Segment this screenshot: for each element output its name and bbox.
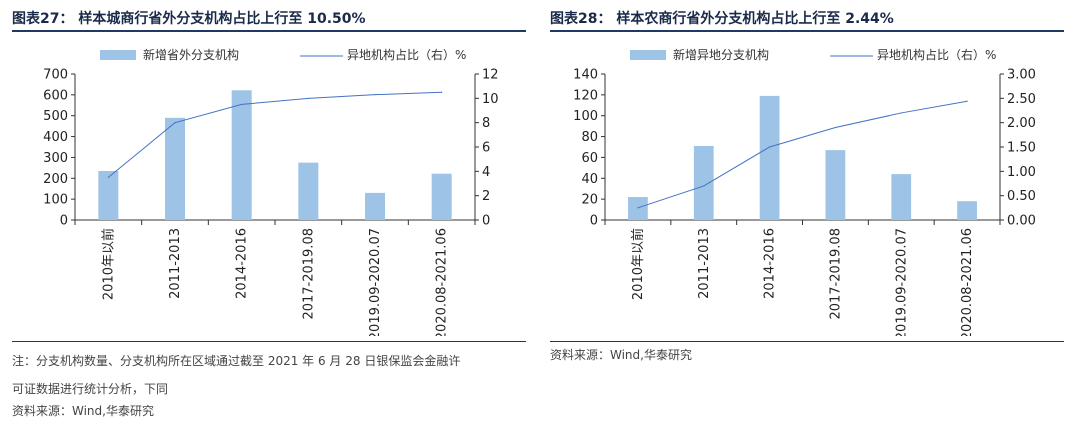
bar xyxy=(431,173,452,220)
y2-tick-label: 4 xyxy=(482,165,490,180)
chart-rural-bank: 新增异地分支机构 异地机构占比（右）% 0 20 40 60 80 100 120 140 0.00… xyxy=(573,47,1036,336)
title-divider xyxy=(12,30,526,32)
chart-panel-left: 图表27： 样本城商行省外分支机构占比上行至 10.50% 新增省外分支机构 异地… xyxy=(12,0,532,422)
line-point xyxy=(966,100,968,102)
bar xyxy=(957,201,977,220)
source-line: 资料来源：Wind,华泰研究 xyxy=(550,348,692,362)
bar xyxy=(165,117,185,220)
x-tick-label: 2014-2016 xyxy=(235,228,250,299)
bar xyxy=(693,145,714,220)
y-tick-label: 300 xyxy=(43,151,68,166)
y-tick-label: 120 xyxy=(573,88,598,103)
y2-tick-label: 1.00 xyxy=(1007,165,1036,180)
chart-panel-right: 图表28： 样本农商行省外分支机构占比上行至 2.44% 新增异地分支机构 异地机… xyxy=(550,0,1070,422)
y2-tick-label: 10 xyxy=(482,92,499,107)
bottom-divider xyxy=(550,341,1064,342)
line-point xyxy=(441,91,443,93)
legend-line-label: 异地机构占比（右）% xyxy=(877,47,996,62)
x-tick-label: 2020.08-2021.06 xyxy=(960,228,975,336)
bar xyxy=(759,95,780,220)
x-tick-label: 2011-2013 xyxy=(697,228,712,299)
line-point xyxy=(374,94,376,96)
y2-tick-label: 3.00 xyxy=(1007,68,1036,83)
source-line: 资料来源：Wind,华泰研究 xyxy=(12,404,154,418)
y-tick-label: 0 xyxy=(60,214,68,229)
x-tick-label: 2020.08-2021.06 xyxy=(435,228,450,336)
line-point xyxy=(307,97,309,99)
legend-bar-swatch xyxy=(630,50,666,60)
y2-tick-label: 8 xyxy=(482,116,490,131)
legend-bar-label: 新增省外分支机构 xyxy=(143,47,239,62)
y-tick-label: 60 xyxy=(581,151,598,166)
line-point xyxy=(174,122,176,124)
y-tick-label: 140 xyxy=(573,68,598,83)
y-tick-label: 20 xyxy=(581,193,598,208)
line-point xyxy=(703,185,705,187)
note-line-2: 可证数据进行统计分析，下同 xyxy=(12,382,169,396)
y2-tick-label: 2.50 xyxy=(1007,92,1036,107)
x-tick-label: 2010年以前 xyxy=(100,228,116,300)
bar xyxy=(231,90,252,220)
x-tick-label: 2017-2019.08 xyxy=(828,228,843,320)
y-tick-label: 200 xyxy=(43,172,68,187)
line-point xyxy=(834,126,837,129)
y2-tick-label: 0.50 xyxy=(1007,189,1036,204)
y-tick-label: 100 xyxy=(43,193,68,208)
line-point xyxy=(900,112,902,114)
bar xyxy=(628,197,648,220)
y-tick-label: 100 xyxy=(573,109,598,124)
x-tick-label: 2017-2019.08 xyxy=(301,228,316,320)
x-tick-label: 2019.09-2020.07 xyxy=(368,228,383,336)
x-tick-label: 2011-2013 xyxy=(168,228,183,299)
legend-line-label: 异地机构占比（右）% xyxy=(347,47,466,62)
x-tick-label: 2019.09-2020.07 xyxy=(894,228,909,336)
line-point xyxy=(768,146,771,148)
bar xyxy=(891,174,912,220)
x-tick-label: 2014-2016 xyxy=(763,228,778,299)
legend-bar-label: 新增异地分支机构 xyxy=(673,47,769,62)
chart-title: 图表28： 样本农商行省外分支机构占比上行至 2.44% xyxy=(550,11,894,27)
legend-bar-swatch xyxy=(100,50,136,60)
y-tick-label: 80 xyxy=(581,130,598,145)
y-tick-label: 400 xyxy=(43,130,68,145)
y2-tick-label: 2.00 xyxy=(1007,116,1036,131)
chart-title: 图表27： 样本城商行省外分支机构占比上行至 10.50% xyxy=(12,11,366,27)
line-point xyxy=(637,207,639,209)
y-tick-label: 700 xyxy=(43,68,68,83)
note-line-1: 注：分支机构数量、分支机构所在区域通过截至 2021 年 6 月 28 日银保监… xyxy=(12,354,461,368)
y2-tick-label: 0 xyxy=(482,214,490,229)
line-point xyxy=(107,176,109,179)
bottom-divider xyxy=(12,341,526,342)
y-tick-label: 40 xyxy=(581,172,598,187)
y2-tick-label: 0.00 xyxy=(1007,214,1036,229)
bar xyxy=(365,192,385,220)
y-tick-label: 500 xyxy=(43,109,68,124)
y2-tick-label: 12 xyxy=(482,68,499,83)
line-point xyxy=(241,103,243,106)
chart-city-bank: 新增省外分支机构 异地机构占比（右）%0100200300400500600700… xyxy=(43,47,499,336)
bar xyxy=(98,170,119,220)
series-line xyxy=(108,91,442,178)
x-tick-label: 2010年以前 xyxy=(630,228,646,300)
y2-tick-label: 2 xyxy=(482,189,490,204)
y-tick-label: 0 xyxy=(590,214,598,229)
title-divider xyxy=(550,30,1064,32)
y2-tick-label: 6 xyxy=(482,141,490,156)
series-line xyxy=(637,100,968,209)
bar xyxy=(298,162,319,220)
y-tick-label: 600 xyxy=(43,88,68,103)
y2-tick-label: 1.50 xyxy=(1007,141,1036,156)
bar xyxy=(825,150,846,220)
